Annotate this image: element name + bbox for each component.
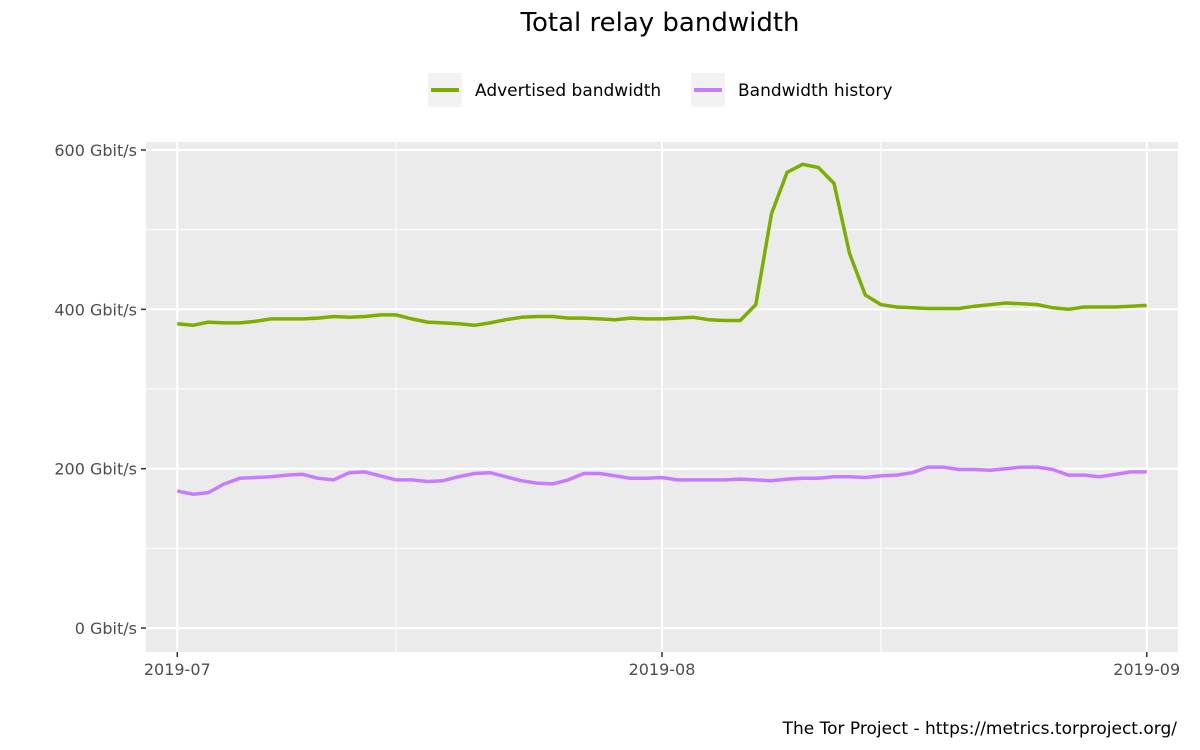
x-tick-label: 2019-08 (629, 660, 696, 679)
legend-item-history: Bandwidth history (691, 73, 892, 107)
grid-major (146, 142, 1178, 652)
y-tick-label: 400 Gbit/s (54, 300, 137, 319)
series-line-advertised (177, 162, 1147, 328)
y-tick-label: 600 Gbit/s (54, 141, 137, 160)
series-layer (176, 162, 1147, 496)
x-tick-label: 2019-07 (144, 660, 211, 679)
y-tick-label: 200 Gbit/s (54, 460, 137, 479)
chart-title: Total relay bandwidth (520, 8, 800, 38)
legend: Advertised bandwidth Bandwidth history (428, 73, 892, 107)
x-axis: 2019-07 2019-08 2019-09 (144, 652, 1180, 679)
series-line-history (176, 465, 1147, 496)
x-tick-label: 2019-09 (1113, 660, 1180, 679)
legend-label-history: Bandwidth history (738, 81, 892, 101)
y-tick-label: 0 Gbit/s (75, 619, 137, 638)
caption: The Tor Project - https://metrics.torpro… (782, 719, 1178, 739)
legend-label-advertised: Advertised bandwidth (475, 81, 661, 101)
legend-item-advertised: Advertised bandwidth (428, 73, 661, 107)
y-axis: 0 Gbit/s 200 Gbit/s 400 Gbit/s 600 Gbit/s (54, 141, 146, 638)
